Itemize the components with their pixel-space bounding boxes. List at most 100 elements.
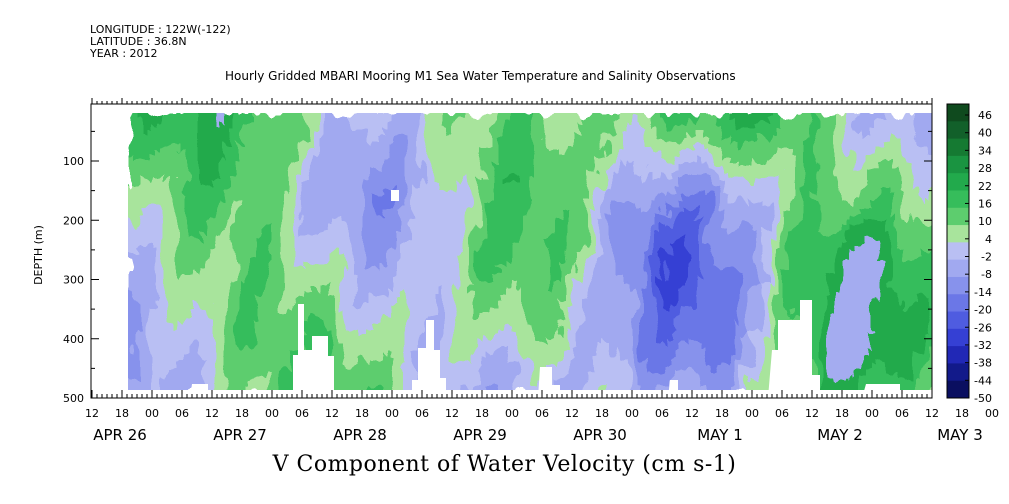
field-cell <box>394 316 402 324</box>
field-cell <box>156 120 164 128</box>
field-cell <box>303 162 311 170</box>
field-cell <box>149 183 157 191</box>
field-cell <box>177 169 185 177</box>
field-cell <box>786 141 794 149</box>
field-cell <box>611 358 619 366</box>
field-cell <box>667 295 675 303</box>
field-cell <box>912 127 920 135</box>
field-cell <box>457 183 465 191</box>
field-cell <box>198 225 206 233</box>
field-cell <box>884 155 892 163</box>
field-cell <box>541 141 549 149</box>
field-cell <box>849 183 857 191</box>
field-cell <box>863 113 871 121</box>
field-cell <box>457 169 465 177</box>
field-cell <box>597 337 605 345</box>
field-cell <box>541 316 549 324</box>
field-cell <box>373 344 381 352</box>
field-cell <box>884 253 892 261</box>
field-cell <box>261 134 269 142</box>
field-cell <box>450 204 458 212</box>
field-cell <box>919 169 927 177</box>
field-cell <box>359 218 367 226</box>
field-cell <box>373 267 381 275</box>
field-cell <box>324 225 332 233</box>
field-cell <box>730 267 738 275</box>
field-cell <box>751 162 759 170</box>
field-cell <box>562 330 570 338</box>
field-cell <box>338 148 346 156</box>
field-cell <box>723 162 731 170</box>
field-cell <box>247 372 255 380</box>
field-cell <box>254 176 262 184</box>
field-cell <box>366 281 374 289</box>
field-cell <box>275 141 283 149</box>
field-cell <box>128 141 136 149</box>
field-cell <box>744 379 752 387</box>
field-cell <box>415 295 423 303</box>
field-cell <box>541 253 549 261</box>
field-cell <box>576 337 584 345</box>
field-cell <box>723 316 731 324</box>
field-cell <box>569 288 577 296</box>
field-cell <box>331 288 339 296</box>
field-cell <box>366 337 374 345</box>
field-cell <box>779 169 787 177</box>
field-cell <box>695 113 703 121</box>
field-cell <box>695 246 703 254</box>
field-cell <box>128 225 136 233</box>
field-cell <box>324 155 332 163</box>
field-cell <box>506 253 514 261</box>
field-cell <box>240 330 248 338</box>
field-cell <box>758 218 766 226</box>
field-cell <box>156 274 164 282</box>
field-cell <box>702 155 710 163</box>
field-cell <box>639 379 647 387</box>
field-cell <box>275 134 283 142</box>
field-cell <box>289 274 297 282</box>
field-cell <box>534 260 542 268</box>
field-cell <box>345 344 353 352</box>
field-cell <box>835 113 843 121</box>
field-cell <box>296 267 304 275</box>
field-cell <box>667 225 675 233</box>
field-cell <box>464 183 472 191</box>
field-cell <box>730 211 738 219</box>
field-cell <box>709 120 717 128</box>
field-cell <box>359 267 367 275</box>
field-cell <box>877 316 885 324</box>
field-cell <box>191 316 199 324</box>
x-hour-tick-label: 18 <box>955 407 969 420</box>
field-cell <box>464 176 472 184</box>
field-cell <box>303 176 311 184</box>
field-cell <box>576 176 584 184</box>
field-cell <box>667 344 675 352</box>
field-cell <box>149 113 157 121</box>
field-cell <box>387 295 395 303</box>
field-cell <box>366 246 374 254</box>
field-cell <box>156 295 164 303</box>
field-cell <box>443 162 451 170</box>
field-cell <box>219 141 227 149</box>
field-cell <box>912 323 920 331</box>
field-cell <box>429 225 437 233</box>
field-cell <box>352 372 360 380</box>
field-cell <box>534 295 542 303</box>
field-cell <box>660 288 668 296</box>
field-cell <box>191 211 199 219</box>
field-cell <box>170 379 178 387</box>
field-cell <box>289 337 297 345</box>
field-cell <box>716 281 724 289</box>
field-cell <box>499 239 507 247</box>
field-cell <box>457 113 465 121</box>
field-cell <box>905 246 913 254</box>
field-cell <box>485 204 493 212</box>
field-cell <box>492 246 500 254</box>
field-cell <box>562 183 570 191</box>
field-cell <box>590 281 598 289</box>
field-cell <box>933 176 941 184</box>
field-cell <box>303 337 311 345</box>
field-cell <box>142 323 150 331</box>
field-cell <box>275 379 283 387</box>
field-cell <box>317 183 325 191</box>
